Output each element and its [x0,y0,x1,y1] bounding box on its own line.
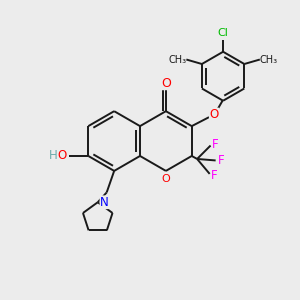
Text: H: H [49,149,58,163]
Text: O: O [161,76,171,90]
Text: F: F [212,137,218,151]
Text: N: N [100,196,109,209]
Text: O: O [58,149,67,163]
Text: F: F [211,169,217,182]
Text: F: F [218,154,224,167]
Text: CH₃: CH₃ [168,55,187,64]
Text: CH₃: CH₃ [259,55,277,64]
Text: O: O [209,108,219,121]
Text: O: O [161,174,170,184]
Text: Cl: Cl [218,28,229,38]
